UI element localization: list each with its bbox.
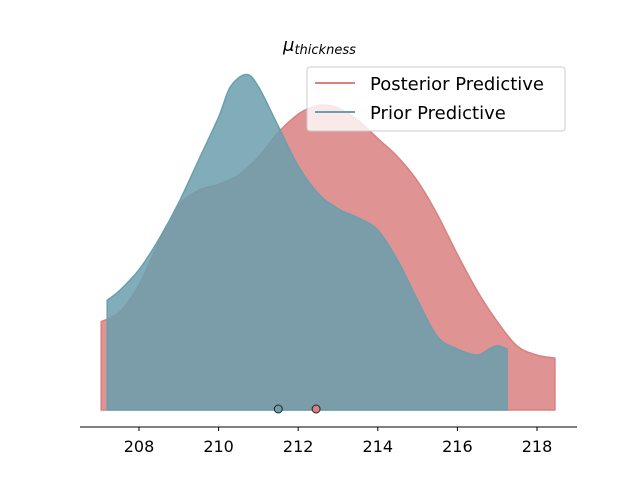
legend: Posterior Predictive Prior Predictive	[306, 66, 566, 132]
x-tick-label: 218	[522, 437, 553, 456]
x-tick-label: 208	[124, 437, 155, 456]
chart-title: μthickness	[282, 35, 356, 58]
point-marker-posterior	[311, 404, 321, 414]
legend-label-prior: Prior Predictive	[370, 103, 506, 124]
area-layer	[100, 73, 556, 411]
legend-label-posterior: Posterior Predictive	[370, 74, 544, 95]
point-marker-prior	[273, 404, 283, 414]
density-area-prior	[106, 73, 508, 411]
x-tick-label: 212	[283, 437, 314, 456]
x-tick-label: 214	[363, 437, 394, 456]
marker-layer	[273, 404, 321, 414]
x-tick-label: 210	[203, 437, 234, 456]
title-subscript: thickness	[294, 43, 356, 58]
x-ticks: 208 210 212 214 216 218	[124, 427, 553, 456]
title-main: μ	[282, 35, 294, 56]
legend-box	[306, 66, 566, 132]
x-tick-label: 216	[442, 437, 473, 456]
